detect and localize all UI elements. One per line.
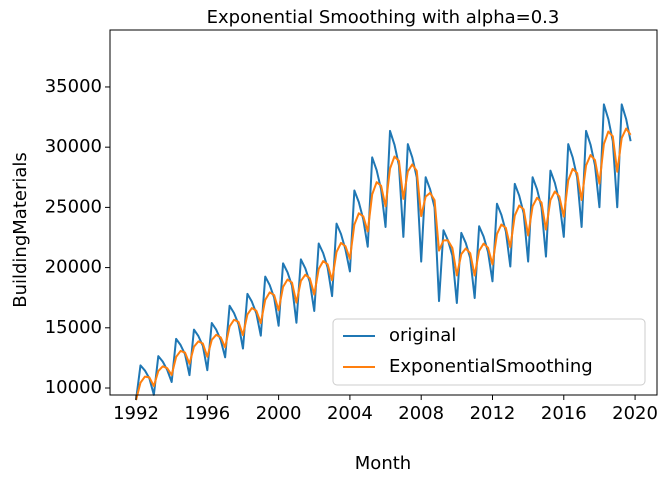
axes-frame: [109, 29, 658, 396]
y-tick-label: 15000: [45, 317, 102, 338]
y-tick-label: 25000: [45, 196, 102, 217]
x-tick-label: 2016: [541, 403, 587, 424]
series-line: [135, 127, 632, 401]
y-tick-label: 30000: [45, 136, 102, 157]
x-tick-label: 2000: [256, 403, 302, 424]
x-tick-label: 2020: [612, 403, 658, 424]
x-tick-label: 2008: [398, 403, 444, 424]
y-tick-label: 10000: [45, 377, 102, 398]
x-tick-label: 1992: [113, 403, 159, 424]
x-tick-label: 2012: [470, 403, 516, 424]
y-axis-label: BuildingMaterials: [10, 152, 31, 308]
y-tick-label: 35000: [45, 76, 102, 97]
x-tick-label: 1996: [184, 403, 230, 424]
x-tick-label: 2004: [327, 403, 373, 424]
legend-box: [332, 318, 646, 386]
plot-area: [135, 103, 632, 401]
y-tick-label: 20000: [45, 257, 102, 278]
chart-title: Exponential Smoothing with alpha=0.3: [207, 7, 560, 28]
legend-label: original: [389, 325, 456, 346]
legend-label: ExponentialSmoothing: [389, 356, 593, 377]
x-axis-label: Month: [355, 453, 411, 474]
